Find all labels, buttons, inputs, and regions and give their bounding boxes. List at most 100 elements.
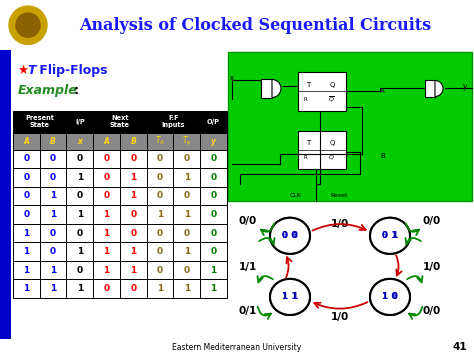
Bar (93, 205, 120, 224)
Bar (147, 205, 173, 224)
Text: 1: 1 (103, 247, 110, 256)
Text: 0: 0 (210, 247, 217, 256)
Bar (147, 242, 173, 261)
Bar (40, 168, 66, 187)
Bar (298, 131, 346, 169)
Bar (13, 132, 40, 149)
Bar (147, 279, 173, 298)
Text: 0: 0 (50, 229, 56, 237)
Text: 0: 0 (50, 154, 56, 163)
Bar (173, 168, 200, 187)
Bar (13, 110, 66, 132)
Text: x: x (230, 76, 234, 81)
Bar (147, 132, 173, 149)
Text: $\overline{Q}$: $\overline{Q}$ (328, 94, 335, 104)
Text: 1: 1 (50, 191, 56, 201)
Bar (66, 149, 93, 168)
Text: 0: 0 (184, 229, 190, 237)
Text: R: R (304, 155, 308, 160)
Text: 0: 0 (157, 154, 163, 163)
Bar (40, 242, 66, 261)
Text: 1: 1 (23, 284, 29, 293)
Text: 1: 1 (50, 266, 56, 275)
Text: Present
State: Present State (25, 115, 54, 128)
Text: Analysis of Clocked Sequential Circuits: Analysis of Clocked Sequential Circuits (79, 17, 431, 34)
Bar (93, 261, 120, 279)
Bar (40, 224, 66, 242)
Text: Q: Q (329, 82, 335, 88)
Text: 1: 1 (103, 229, 110, 237)
Bar (66, 205, 93, 224)
Text: 0/0: 0/0 (239, 216, 257, 226)
Bar (40, 149, 66, 168)
Bar (120, 279, 147, 298)
Ellipse shape (270, 279, 310, 315)
Text: y: y (211, 137, 216, 146)
Bar (120, 205, 147, 224)
Text: 0 0: 0 0 (283, 231, 298, 240)
Text: 1: 1 (77, 210, 83, 219)
Bar (13, 242, 40, 261)
Text: B: B (130, 137, 137, 146)
Bar (40, 279, 66, 298)
Bar (13, 149, 40, 168)
Circle shape (9, 6, 47, 44)
Bar (93, 187, 120, 205)
Text: 1: 1 (50, 284, 56, 293)
Text: 1: 1 (77, 247, 83, 256)
Text: Flip-Flops: Flip-Flops (35, 64, 108, 77)
Text: $T_A$: $T_A$ (155, 135, 165, 147)
Text: 0: 0 (157, 191, 163, 201)
Text: 1: 1 (50, 210, 56, 219)
Text: x: x (77, 137, 82, 146)
Text: B: B (380, 153, 385, 159)
Bar (0, 50, 11, 339)
Text: 0/0: 0/0 (423, 216, 441, 226)
Text: 1: 1 (184, 284, 190, 293)
Text: 1: 1 (103, 266, 110, 275)
Bar (93, 110, 147, 132)
Bar (93, 168, 120, 187)
Bar (173, 132, 200, 149)
Text: 1: 1 (77, 173, 83, 182)
Text: 1/1: 1/1 (239, 262, 257, 272)
Text: 1: 1 (210, 266, 217, 275)
Text: 1/0: 1/0 (331, 312, 349, 322)
Bar (147, 187, 173, 205)
Text: 1 0: 1 0 (382, 293, 398, 301)
Text: B: B (50, 137, 56, 146)
Bar (200, 242, 227, 261)
Text: 1: 1 (184, 173, 190, 182)
Bar (93, 132, 120, 149)
Bar (40, 205, 66, 224)
Bar (120, 187, 147, 205)
Text: T: T (306, 82, 310, 88)
Text: 1: 1 (130, 266, 137, 275)
Text: 1 0: 1 0 (382, 293, 398, 301)
Bar (200, 187, 227, 205)
Text: 0 1: 0 1 (382, 231, 398, 240)
Text: 0: 0 (103, 284, 109, 293)
Text: 1: 1 (130, 191, 137, 201)
Bar (93, 242, 120, 261)
Bar (200, 224, 227, 242)
Text: Eastern Mediterranean University: Eastern Mediterranean University (173, 343, 301, 351)
Ellipse shape (270, 279, 310, 315)
Text: 0: 0 (50, 173, 56, 182)
Bar (173, 224, 200, 242)
Text: T: T (27, 64, 36, 77)
Bar (120, 168, 147, 187)
Bar (66, 168, 93, 187)
Text: Example: Example (18, 84, 78, 97)
Text: 0: 0 (157, 247, 163, 256)
Text: 0: 0 (23, 173, 29, 182)
Bar (93, 149, 120, 168)
Circle shape (16, 13, 40, 37)
Bar (120, 224, 147, 242)
Text: 0/0: 0/0 (423, 306, 441, 316)
Bar (40, 132, 66, 149)
Text: 0: 0 (103, 154, 109, 163)
Text: $\overline{Q}$: $\overline{Q}$ (328, 153, 335, 162)
Bar (173, 187, 200, 205)
Text: 0: 0 (77, 229, 83, 237)
